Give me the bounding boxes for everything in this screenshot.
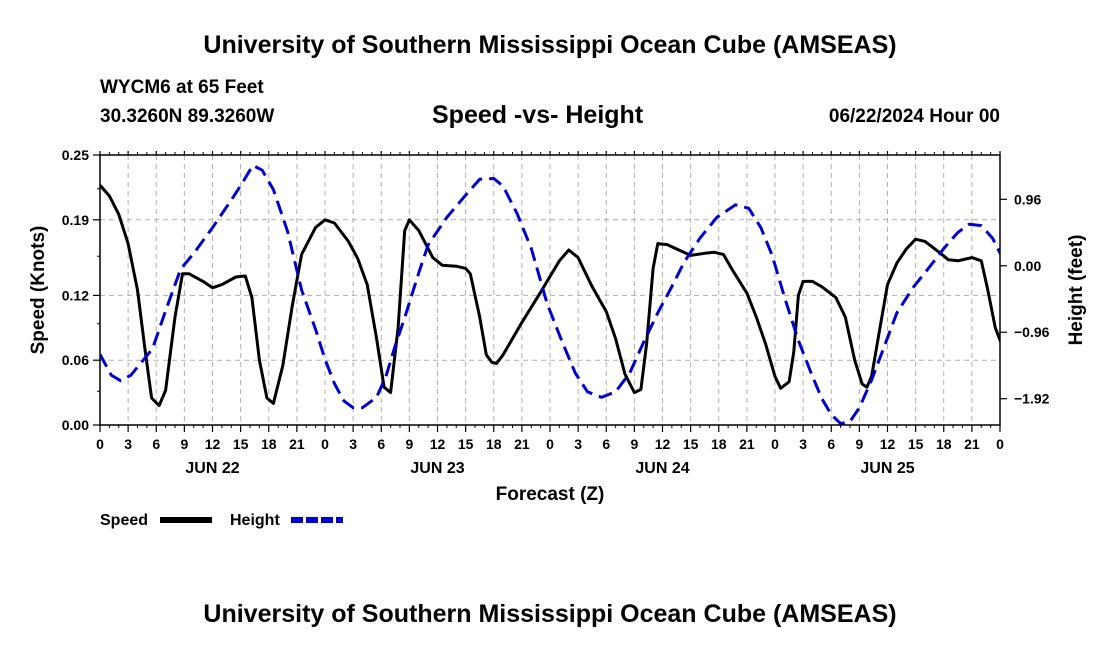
y-right-axis-title: Height (feet): [1066, 235, 1087, 346]
y-left-axis-title: Speed (Knots): [28, 226, 49, 355]
x-tick-label: 9: [630, 436, 638, 452]
series-line-height: [100, 163, 1000, 425]
x-tick-label: 0: [546, 436, 554, 452]
x-tick-label: 21: [964, 436, 980, 452]
x-tick-label: 21: [739, 436, 755, 452]
x-tick-label: 9: [405, 436, 413, 452]
x-tick-label: 21: [514, 436, 530, 452]
x-tick-label: 0: [96, 436, 104, 452]
x-tick-label: 3: [349, 436, 357, 452]
series-line-speed: [100, 184, 1000, 408]
datetime-label: 06/22/2024 Hour 00: [828, 106, 1000, 127]
main-title: University of Southern Mississippi Ocean…: [203, 31, 897, 59]
y-left-tick-label: 0.06: [62, 352, 89, 368]
y-right-tick-label: 0.96: [1014, 191, 1041, 207]
station-label: WYCM6 at 65 Feet: [100, 77, 264, 98]
x-tick-label: 3: [574, 436, 582, 452]
day-label: JUN 24: [635, 460, 689, 477]
x-tick-label: 6: [602, 436, 610, 452]
x-tick-label: 9: [855, 436, 863, 452]
x-tick-label: 21: [289, 436, 305, 452]
x-tick-label: 6: [152, 436, 160, 452]
day-label: JUN 22: [185, 460, 239, 477]
x-tick-label: 3: [124, 436, 132, 452]
y-left-tick-label: 0.25: [62, 147, 89, 163]
x-tick-label: 18: [486, 436, 502, 452]
footer-title: University of Southern Mississippi Ocean…: [203, 600, 897, 628]
x-tick-label: 0: [996, 436, 1004, 452]
y-left-tick-label: 0.12: [62, 287, 89, 303]
y-right-tick-label: 0.00: [1014, 258, 1041, 274]
plot-title: Speed -vs- Height: [432, 101, 644, 129]
x-tick-label: 12: [205, 436, 221, 452]
coordinates-label: 30.3260N 89.3260W: [100, 106, 275, 127]
plot-frame: [99, 154, 1001, 426]
x-tick-label: 15: [458, 436, 474, 452]
x-tick-label: 18: [936, 436, 952, 452]
day-label: JUN 25: [860, 460, 914, 477]
y-right-tick-label: −0.96: [1014, 324, 1050, 340]
x-axis-title: Forecast (Z): [496, 484, 605, 505]
x-tick-label: 18: [261, 436, 277, 452]
x-tick-label: 0: [321, 436, 329, 452]
legend-label-speed: Speed: [100, 512, 148, 529]
x-tick-label: 3: [799, 436, 807, 452]
y-left-tick-label: 0.00: [62, 417, 89, 433]
x-tick-label: 6: [827, 436, 835, 452]
x-tick-label: 12: [655, 436, 671, 452]
x-tick-label: 18: [711, 436, 727, 452]
x-tick-label: 15: [233, 436, 249, 452]
x-tick-label: 15: [908, 436, 924, 452]
x-tick-label: 12: [880, 436, 896, 452]
x-tick-label: 15: [683, 436, 699, 452]
x-tick-label: 6: [377, 436, 385, 452]
x-tick-label: 9: [180, 436, 188, 452]
x-tick-label: 0: [771, 436, 779, 452]
y-right-tick-label: −1.92: [1014, 391, 1050, 407]
legend-label-height: Height: [230, 512, 280, 529]
y-left-tick-label: 0.19: [62, 212, 89, 228]
x-tick-label: 12: [430, 436, 446, 452]
day-label: JUN 23: [410, 460, 464, 477]
